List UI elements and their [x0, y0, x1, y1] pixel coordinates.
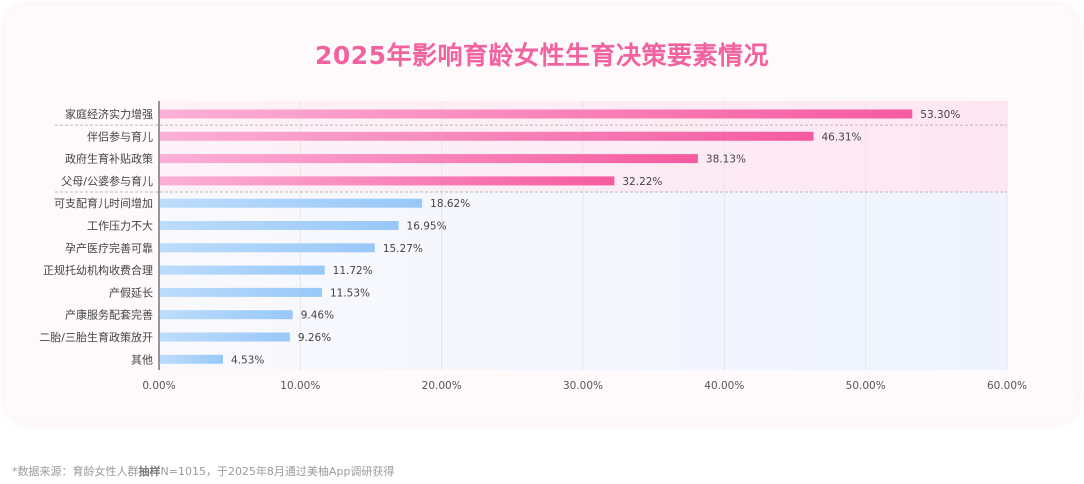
bar — [160, 265, 325, 275]
bar — [160, 131, 814, 141]
category-label: 产康服务配套完善 — [65, 308, 153, 322]
footnote: *数据来源：育龄女性人群抽样N=1015，于2025年8月通过美柚App调研获得 — [12, 463, 394, 479]
x-tick-label: 30.00% — [563, 380, 603, 392]
value-label: 16.95% — [407, 221, 447, 233]
x-tick-label: 10.00% — [280, 380, 320, 392]
x-tick-label: 60.00% — [987, 380, 1027, 392]
category-label: 可支配育儿时间增加 — [54, 196, 153, 210]
footnote-prefix: *数据来源：育龄女性人群 — [12, 465, 139, 478]
value-label: 32.22% — [622, 176, 662, 188]
value-label: 15.27% — [383, 243, 423, 255]
value-label: 11.72% — [333, 265, 373, 277]
bar — [160, 221, 399, 230]
bar — [160, 287, 322, 297]
bar — [160, 154, 698, 164]
bar — [160, 354, 224, 364]
category-label: 孕产医疗完善可靠 — [65, 241, 153, 255]
value-label: 9.26% — [298, 332, 331, 344]
category-label: 产假延长 — [109, 285, 153, 299]
footnote-bold: 抽样 — [138, 465, 161, 478]
value-label: 46.31% — [822, 131, 862, 143]
value-label: 4.53% — [231, 354, 264, 366]
category-label: 政府生育补贴政策 — [65, 152, 153, 166]
category-label: 父母/公婆参与育儿 — [61, 174, 153, 188]
chart-title: 2025年影响育龄女性生育决策要素情况 — [314, 41, 770, 70]
bar — [160, 332, 290, 342]
bar — [160, 310, 293, 320]
category-label: 二胎/三胎生育政策放开 — [39, 330, 153, 344]
x-tick-label: 50.00% — [846, 380, 886, 392]
value-label: 38.13% — [706, 154, 746, 166]
category-label: 其他 — [131, 353, 153, 366]
footnote-suffix: N=1015，于2025年8月通过美柚App调研获得 — [160, 465, 395, 478]
category-label: 家庭经济实力增强 — [65, 107, 153, 121]
x-tick-label: 20.00% — [422, 380, 462, 392]
bar — [160, 176, 615, 186]
category-label: 工作压力不大 — [87, 219, 153, 233]
bar — [160, 243, 375, 253]
x-tick-label: 40.00% — [704, 380, 744, 392]
value-label: 53.30% — [920, 109, 960, 121]
value-label: 11.53% — [330, 287, 370, 299]
bar — [160, 198, 423, 208]
category-label: 伴侣参与育儿 — [87, 129, 153, 143]
category-label: 正规托幼机构收费合理 — [43, 263, 153, 277]
x-tick-label: 0.00% — [142, 380, 175, 392]
value-label: 18.62% — [430, 198, 470, 210]
bar — [160, 109, 913, 119]
value-label: 9.46% — [301, 310, 334, 322]
